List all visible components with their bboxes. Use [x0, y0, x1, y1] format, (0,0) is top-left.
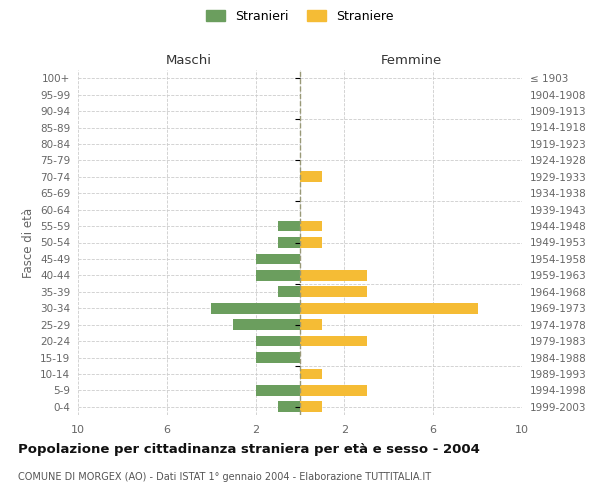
- Bar: [278, 220, 300, 232]
- Text: COMUNE DI MORGEX (AO) - Dati ISTAT 1° gennaio 2004 - Elaborazione TUTTITALIA.IT: COMUNE DI MORGEX (AO) - Dati ISTAT 1° ge…: [18, 472, 431, 482]
- Y-axis label: Fasce di età: Fasce di età: [22, 208, 35, 278]
- Bar: [300, 172, 322, 182]
- Bar: [300, 286, 367, 297]
- Bar: [300, 368, 322, 380]
- Bar: [300, 402, 322, 412]
- Legend: Stranieri, Straniere: Stranieri, Straniere: [203, 6, 397, 26]
- Bar: [278, 286, 300, 297]
- Bar: [278, 237, 300, 248]
- Bar: [300, 303, 478, 314]
- Bar: [256, 254, 300, 264]
- Title: Femmine: Femmine: [380, 54, 442, 68]
- Bar: [300, 220, 322, 232]
- Bar: [300, 237, 322, 248]
- Bar: [256, 270, 300, 280]
- Bar: [211, 303, 300, 314]
- Bar: [256, 336, 300, 346]
- Bar: [300, 270, 367, 280]
- Bar: [256, 385, 300, 396]
- Bar: [300, 336, 367, 346]
- Text: Popolazione per cittadinanza straniera per età e sesso - 2004: Popolazione per cittadinanza straniera p…: [18, 442, 480, 456]
- Title: Maschi: Maschi: [166, 54, 212, 68]
- Bar: [278, 402, 300, 412]
- Bar: [256, 352, 300, 363]
- Bar: [300, 320, 322, 330]
- Bar: [300, 385, 367, 396]
- Bar: [233, 320, 300, 330]
